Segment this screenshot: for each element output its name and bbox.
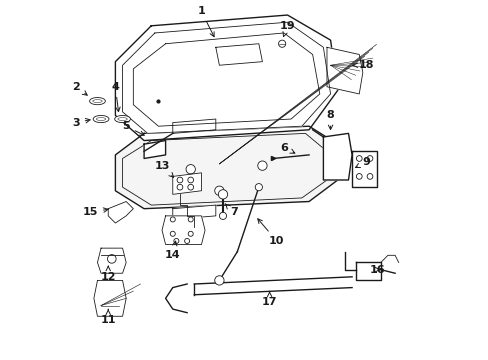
Text: 14: 14: [164, 241, 180, 260]
Polygon shape: [215, 44, 262, 65]
Polygon shape: [326, 47, 362, 94]
Polygon shape: [94, 280, 126, 316]
Polygon shape: [133, 33, 319, 126]
Text: 19: 19: [279, 21, 295, 37]
Ellipse shape: [115, 116, 130, 123]
Circle shape: [219, 212, 226, 220]
Polygon shape: [115, 126, 337, 209]
Circle shape: [257, 161, 266, 170]
Polygon shape: [122, 134, 326, 205]
Ellipse shape: [89, 98, 105, 105]
Ellipse shape: [93, 116, 109, 123]
Text: 8: 8: [326, 111, 334, 130]
Text: 16: 16: [368, 265, 384, 275]
Circle shape: [177, 177, 183, 183]
Circle shape: [187, 184, 193, 190]
Text: 5: 5: [122, 121, 144, 135]
Polygon shape: [162, 216, 204, 244]
Polygon shape: [122, 22, 330, 134]
Text: 2: 2: [72, 82, 87, 95]
Text: 17: 17: [261, 291, 277, 307]
Polygon shape: [351, 151, 376, 187]
Polygon shape: [323, 134, 351, 180]
Text: 4: 4: [111, 82, 120, 112]
Circle shape: [255, 184, 262, 191]
Polygon shape: [108, 202, 133, 223]
Circle shape: [188, 217, 193, 222]
Text: 15: 15: [82, 207, 108, 217]
Polygon shape: [97, 248, 126, 273]
Circle shape: [278, 40, 285, 47]
Circle shape: [184, 238, 189, 243]
Polygon shape: [172, 173, 201, 194]
Circle shape: [356, 156, 362, 161]
Circle shape: [185, 165, 195, 174]
Text: 1: 1: [197, 6, 214, 37]
Ellipse shape: [118, 118, 127, 121]
Polygon shape: [115, 15, 337, 140]
Circle shape: [356, 174, 362, 179]
Ellipse shape: [96, 118, 105, 121]
Text: 6: 6: [280, 143, 294, 153]
Text: 3: 3: [72, 118, 90, 128]
Polygon shape: [355, 262, 380, 280]
Circle shape: [170, 217, 175, 222]
Text: 13: 13: [154, 161, 173, 177]
Circle shape: [366, 156, 372, 161]
Circle shape: [366, 174, 372, 179]
Circle shape: [170, 231, 175, 236]
Ellipse shape: [93, 100, 102, 103]
Circle shape: [177, 184, 183, 190]
Circle shape: [214, 276, 224, 285]
Polygon shape: [172, 119, 215, 134]
Text: 9: 9: [355, 157, 369, 167]
Circle shape: [214, 186, 224, 195]
Circle shape: [218, 190, 227, 199]
Text: 10: 10: [257, 219, 284, 246]
Text: 7: 7: [224, 204, 237, 217]
Circle shape: [187, 177, 193, 183]
Text: 12: 12: [100, 266, 116, 282]
Text: 11: 11: [100, 309, 116, 325]
Text: 18: 18: [352, 60, 373, 70]
Circle shape: [107, 255, 116, 263]
Polygon shape: [172, 205, 215, 220]
Circle shape: [174, 238, 179, 243]
Polygon shape: [144, 140, 165, 158]
Circle shape: [188, 231, 193, 236]
